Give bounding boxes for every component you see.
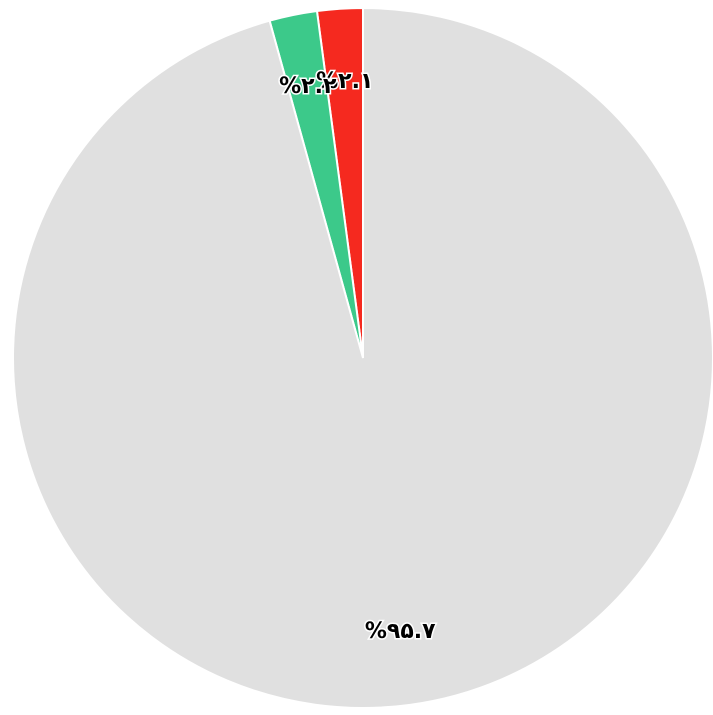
slice-label: %۲.۱ xyxy=(316,69,373,94)
slice-label: %۹۵.۷ xyxy=(365,619,436,644)
pie-slice xyxy=(12,6,713,709)
slice-label: %۲.۲ xyxy=(279,74,337,99)
